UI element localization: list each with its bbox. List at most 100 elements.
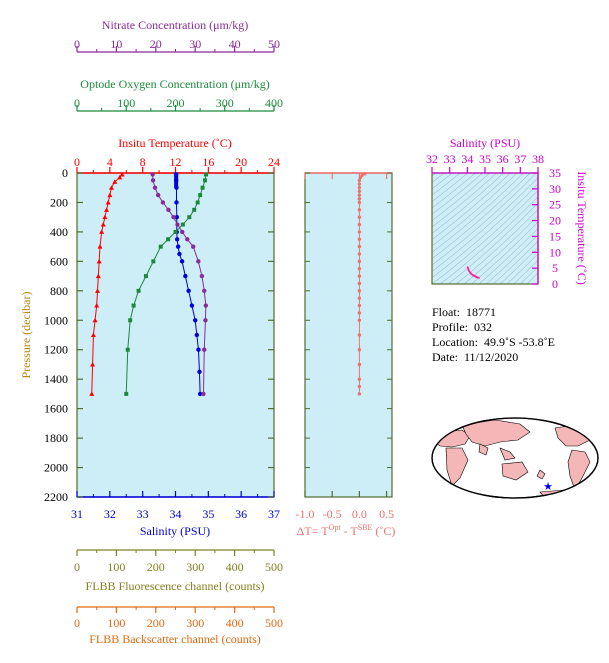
oxygen-series-point [200,185,205,190]
ts-density-contour [432,173,483,215]
map-landmass-seasia [499,447,516,461]
pressure-axis-tick-label: 1800 [44,431,68,445]
temperature-series-point [89,391,95,396]
oxygen-series-point [128,318,133,323]
oxygen-axis-tick-label: 100 [117,96,135,110]
ts-density-contour [432,173,531,259]
nitrate-axis-tick-label: 50 [268,37,280,51]
oxygen-series-point [136,288,141,293]
salinity-axis-tick-label: 34 [170,507,182,521]
delta-t-series-point [357,186,362,190]
delta-t-axis: -1.0 -0.5 0.0 0.5 [296,172,394,521]
ts-density-contour [432,173,491,221]
salinity-series-point [179,259,185,264]
ts-temperature-axis-tick-label: 20 [549,214,561,228]
ts-density-contour [455,209,538,284]
oxygen-series-point [166,237,171,242]
nitrate-series-point [202,288,207,294]
delta-t-axis-tick-label: -0.5 [323,507,342,521]
delta-t-plot-area [304,172,393,498]
delta-t-axis-tick-label: 0.0 [352,507,367,521]
map-landmass-asia [461,419,531,447]
salinity-series-point [197,391,203,397]
salinity-axis-tick-label: 33 [137,507,149,521]
ts-density-contour [432,173,469,202]
salinity-series-point [175,244,181,249]
ts-density-contour [432,183,538,278]
temperature-axis-tick-label: 0 [74,155,80,169]
temperature-axis-tick-label: 12 [170,155,182,169]
delta-t-series-point [357,259,362,264]
ts-series [466,266,481,279]
nitrate-series-point [203,303,209,308]
delta-t-series [357,172,367,396]
temperature-series-point [90,361,96,367]
delta-t-axis-title: ΔT= TOpt - TSBE (˚C) [297,523,396,538]
salinity-series-point [196,347,201,352]
salinity-series-point [177,251,182,257]
map-landmass-india [478,443,489,456]
world-map: ★ [431,417,599,499]
nitrate-series-point [175,222,180,227]
ts-density-contour [432,173,504,234]
nitrate-series-point [160,200,166,205]
ts-salinity-axis-tick-label: 37 [514,152,526,166]
oxygen-series-point [158,244,163,249]
temperature-series-point [107,192,113,198]
ts-density-contour [478,228,538,284]
delta-t-series-point [357,193,362,197]
nitrate-axis-tick-label: 30 [189,37,201,51]
ts-density-contour [432,177,538,272]
oxygen-series-point [173,229,178,234]
ts-salinity-axis-tick-label: 34 [461,152,473,166]
nitrate-series-point [152,185,158,190]
delta-t-series-point [357,252,362,256]
fluorescence-axis-tick-label: 500 [265,560,283,574]
info-float: Float: 18771 [432,305,497,319]
pressure-axis-tick-label: 1000 [44,313,68,327]
temperature-series-point [112,179,118,184]
map-landmass-nz [536,469,546,480]
profile-plot-area [76,172,275,498]
delta-t-series-point [357,200,362,205]
fluorescence-axis-title: FLBB Fluorescence channel (counts) [86,579,265,593]
delta-t-series-point [357,182,362,186]
map-landmass-australia [501,461,529,481]
salinity-axis-tick-label: 32 [104,507,116,521]
backscatter-axis: 0 100 200 300 400 500 FLBB Backscatter channe… [74,606,283,646]
pressure-axis-tick-label: 400 [50,225,68,239]
salinity-axis-tick-label: 31 [71,507,83,521]
ts-plot-area [432,173,538,284]
pressure-axis-tick-label: 800 [50,284,68,298]
ts-density-contour [485,234,538,284]
delta-t-series-point [357,215,362,219]
ts-salinity-axis-tick-label: 33 [444,152,456,166]
salinity-series-line [175,174,201,394]
ts-density-contour [432,173,537,266]
salinity-series-point [197,369,202,375]
delta-t-series-point [357,377,362,381]
nitrate-series-point [155,192,161,198]
nitrate-series-point [179,229,185,235]
temperature-series-point [99,229,105,234]
backscatter-axis-tick-label: 400 [226,616,244,630]
temperature-series-point [119,171,125,177]
delta-t-series-point [357,178,362,183]
ts-temperature-axis-title: Insitu Temperature (˚C) [575,171,589,285]
delta-t-series-point [358,175,363,180]
delta-t-series-point [357,392,362,396]
ts-density-contour [439,196,538,284]
delta-t-series-point [363,172,367,176]
ts-density-contour [432,190,538,284]
delta-t-series-point [357,189,362,194]
delta-t-axis-tick-label: 0.5 [379,507,394,521]
ts-salinity-axis-tick-label: 35 [479,152,491,166]
ts-density-contour [471,221,538,284]
oxygen-series-point [131,303,136,308]
oxygen-axis-tick-label: 300 [216,96,234,110]
fluorescence-axis-tick-label: 0 [74,560,80,574]
delta-t-series-point [357,384,362,389]
ts-density-contour [432,173,498,228]
ts-temperature-axis-tick-label: 0 [552,277,558,291]
salinity-series-point [174,200,179,205]
